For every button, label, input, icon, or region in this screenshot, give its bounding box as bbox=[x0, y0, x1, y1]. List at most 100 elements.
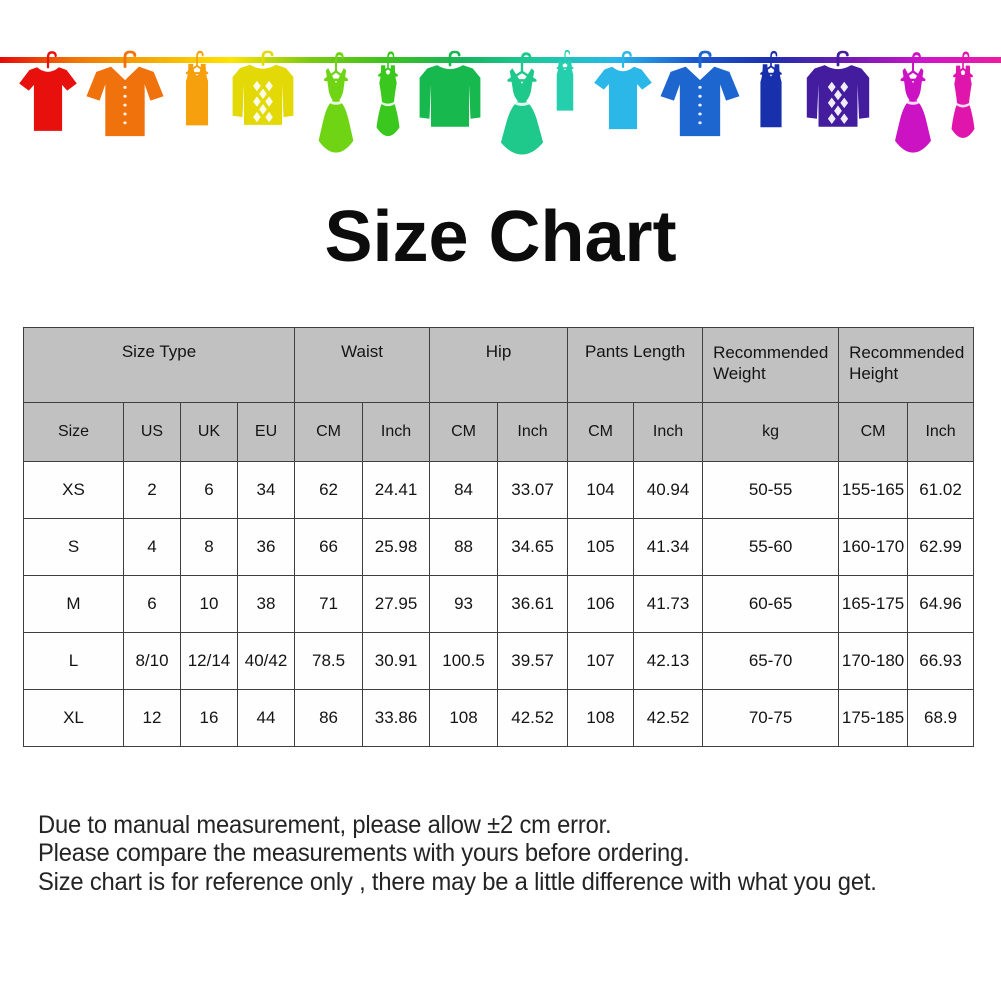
value-cell: 175-185 bbox=[838, 688, 909, 747]
tank-top-icon bbox=[759, 50, 783, 129]
value-cell: 66 bbox=[294, 517, 364, 576]
clothes-banner bbox=[0, 49, 1001, 157]
size-cell: XS bbox=[23, 460, 124, 519]
group-header-hip: Hip bbox=[429, 326, 569, 403]
group-header-recommended-weight: Recommended Weight bbox=[702, 326, 840, 403]
size-chart-table: Size Type Waist Hip Pants Length Recommended… bbox=[22, 326, 975, 747]
value-cell: 100.5 bbox=[429, 631, 499, 690]
value-cell: 88 bbox=[429, 517, 499, 576]
shirt-icon bbox=[85, 50, 165, 138]
column-header-11-cm: CM bbox=[838, 401, 909, 462]
tank-dress-icon bbox=[375, 51, 401, 138]
column-header-1-us: US bbox=[123, 401, 181, 462]
value-cell: 93 bbox=[429, 574, 499, 633]
column-header-12-inch: Inch bbox=[907, 401, 975, 462]
column-header-4-cm: CM bbox=[294, 401, 364, 462]
value-cell: 60-65 bbox=[702, 574, 840, 633]
tshirt-icon bbox=[592, 51, 654, 131]
value-cell: 40.94 bbox=[633, 460, 704, 519]
table-row-s: S 4 8 36 66 25.98 88 34.65 105 41.34 55-60 160-170 6… bbox=[23, 517, 975, 576]
value-cell: 34 bbox=[236, 460, 296, 519]
value-cell: 105 bbox=[567, 517, 635, 576]
value-cell: 165-175 bbox=[838, 574, 909, 633]
value-cell: 160-170 bbox=[838, 517, 909, 576]
value-cell: 65-70 bbox=[702, 631, 840, 690]
size-cell: M bbox=[23, 574, 124, 633]
size-cell: S bbox=[23, 517, 124, 576]
dress-icon bbox=[499, 52, 545, 157]
value-cell: 106 bbox=[567, 574, 635, 633]
value-cell: 78.5 bbox=[294, 631, 364, 690]
table-row-m: M 6 10 38 71 27.95 93 36.61 106 41.73 60-65 165-175… bbox=[23, 574, 975, 633]
value-cell: 24.41 bbox=[362, 460, 431, 519]
value-cell: 104 bbox=[567, 460, 635, 519]
tshirt-icon bbox=[17, 51, 79, 133]
value-cell: 62.99 bbox=[907, 517, 975, 576]
column-header-10-kg: kg bbox=[702, 401, 840, 462]
value-cell: 70-75 bbox=[702, 688, 840, 747]
value-cell: 8/10 bbox=[123, 631, 181, 690]
value-cell: 10 bbox=[180, 574, 238, 633]
column-header-6-cm: CM bbox=[429, 401, 499, 462]
value-cell: 42.13 bbox=[633, 631, 704, 690]
value-cell: 39.57 bbox=[497, 631, 569, 690]
value-cell: 50-55 bbox=[702, 460, 840, 519]
page-title: Size Chart bbox=[324, 197, 677, 277]
table-row-l: L 8/10 12/14 40/42 78.5 30.91 100.5 39.57 107 42.… bbox=[23, 631, 975, 690]
column-header-0-size: Size bbox=[23, 401, 124, 462]
value-cell: 41.34 bbox=[633, 517, 704, 576]
notes: Due to manual measurement, please allow … bbox=[38, 811, 953, 897]
value-cell: 4 bbox=[123, 517, 181, 576]
value-cell: 36 bbox=[236, 517, 296, 576]
value-cell: 38 bbox=[236, 574, 296, 633]
value-cell: 61.02 bbox=[907, 460, 975, 519]
value-cell: 36.61 bbox=[497, 574, 569, 633]
value-cell: 6 bbox=[123, 574, 181, 633]
note-line-2: Please compare the measurements with you… bbox=[38, 839, 690, 868]
value-cell: 27.95 bbox=[362, 574, 431, 633]
value-cell: 33.07 bbox=[497, 460, 569, 519]
shirt-icon bbox=[659, 50, 741, 138]
garment-layer bbox=[17, 49, 976, 157]
group-header-waist: Waist bbox=[294, 326, 431, 403]
value-cell: 41.73 bbox=[633, 574, 704, 633]
value-cell: 155-165 bbox=[838, 460, 909, 519]
column-header-9-inch: Inch bbox=[633, 401, 704, 462]
dress-icon bbox=[317, 52, 355, 155]
size-cell: XL bbox=[23, 688, 124, 747]
dress-icon bbox=[893, 52, 933, 155]
table-row-xs: XS 2 6 34 62 24.41 84 33.07 104 40.94 50-55 155-165… bbox=[23, 460, 975, 519]
value-cell: 107 bbox=[567, 631, 635, 690]
value-cell: 108 bbox=[429, 688, 499, 747]
value-cell: 66.93 bbox=[907, 631, 975, 690]
column-header-3-eu: EU bbox=[236, 401, 296, 462]
sweater-icon bbox=[418, 50, 482, 129]
table-group-header-row: Size Type Waist Hip Pants Length Recommended… bbox=[22, 326, 975, 403]
value-cell: 55-60 bbox=[702, 517, 840, 576]
value-cell: 64.96 bbox=[907, 574, 975, 633]
tank-dress-icon bbox=[950, 51, 976, 140]
value-cell: 33.86 bbox=[362, 688, 431, 747]
table-row-xl: XL 12 16 44 86 33.86 108 42.52 108 42.52 70-75 175-… bbox=[23, 688, 975, 747]
value-cell: 2 bbox=[123, 460, 181, 519]
value-cell: 6 bbox=[180, 460, 238, 519]
value-cell: 71 bbox=[294, 574, 364, 633]
value-cell: 86 bbox=[294, 688, 364, 747]
column-header-7-inch: Inch bbox=[497, 401, 569, 462]
column-header-8-cm: CM bbox=[567, 401, 635, 462]
group-header-recommended-height: Recommended Height bbox=[838, 326, 975, 403]
argyle-sweater-icon bbox=[805, 50, 871, 129]
value-cell: 108 bbox=[567, 688, 635, 747]
value-cell: 62 bbox=[294, 460, 364, 519]
value-cell: 16 bbox=[180, 688, 238, 747]
value-cell: 40/42 bbox=[236, 631, 296, 690]
clothesline bbox=[0, 57, 1001, 63]
value-cell: 30.91 bbox=[362, 631, 431, 690]
group-header-size-type: Size Type bbox=[22, 326, 296, 403]
value-cell: 84 bbox=[429, 460, 499, 519]
value-cell: 42.52 bbox=[497, 688, 569, 747]
note-line-1: Due to manual measurement, please allow … bbox=[38, 810, 612, 839]
value-cell: 12 bbox=[123, 688, 181, 747]
note-line-3: Size chart is for reference only , there… bbox=[38, 867, 877, 896]
